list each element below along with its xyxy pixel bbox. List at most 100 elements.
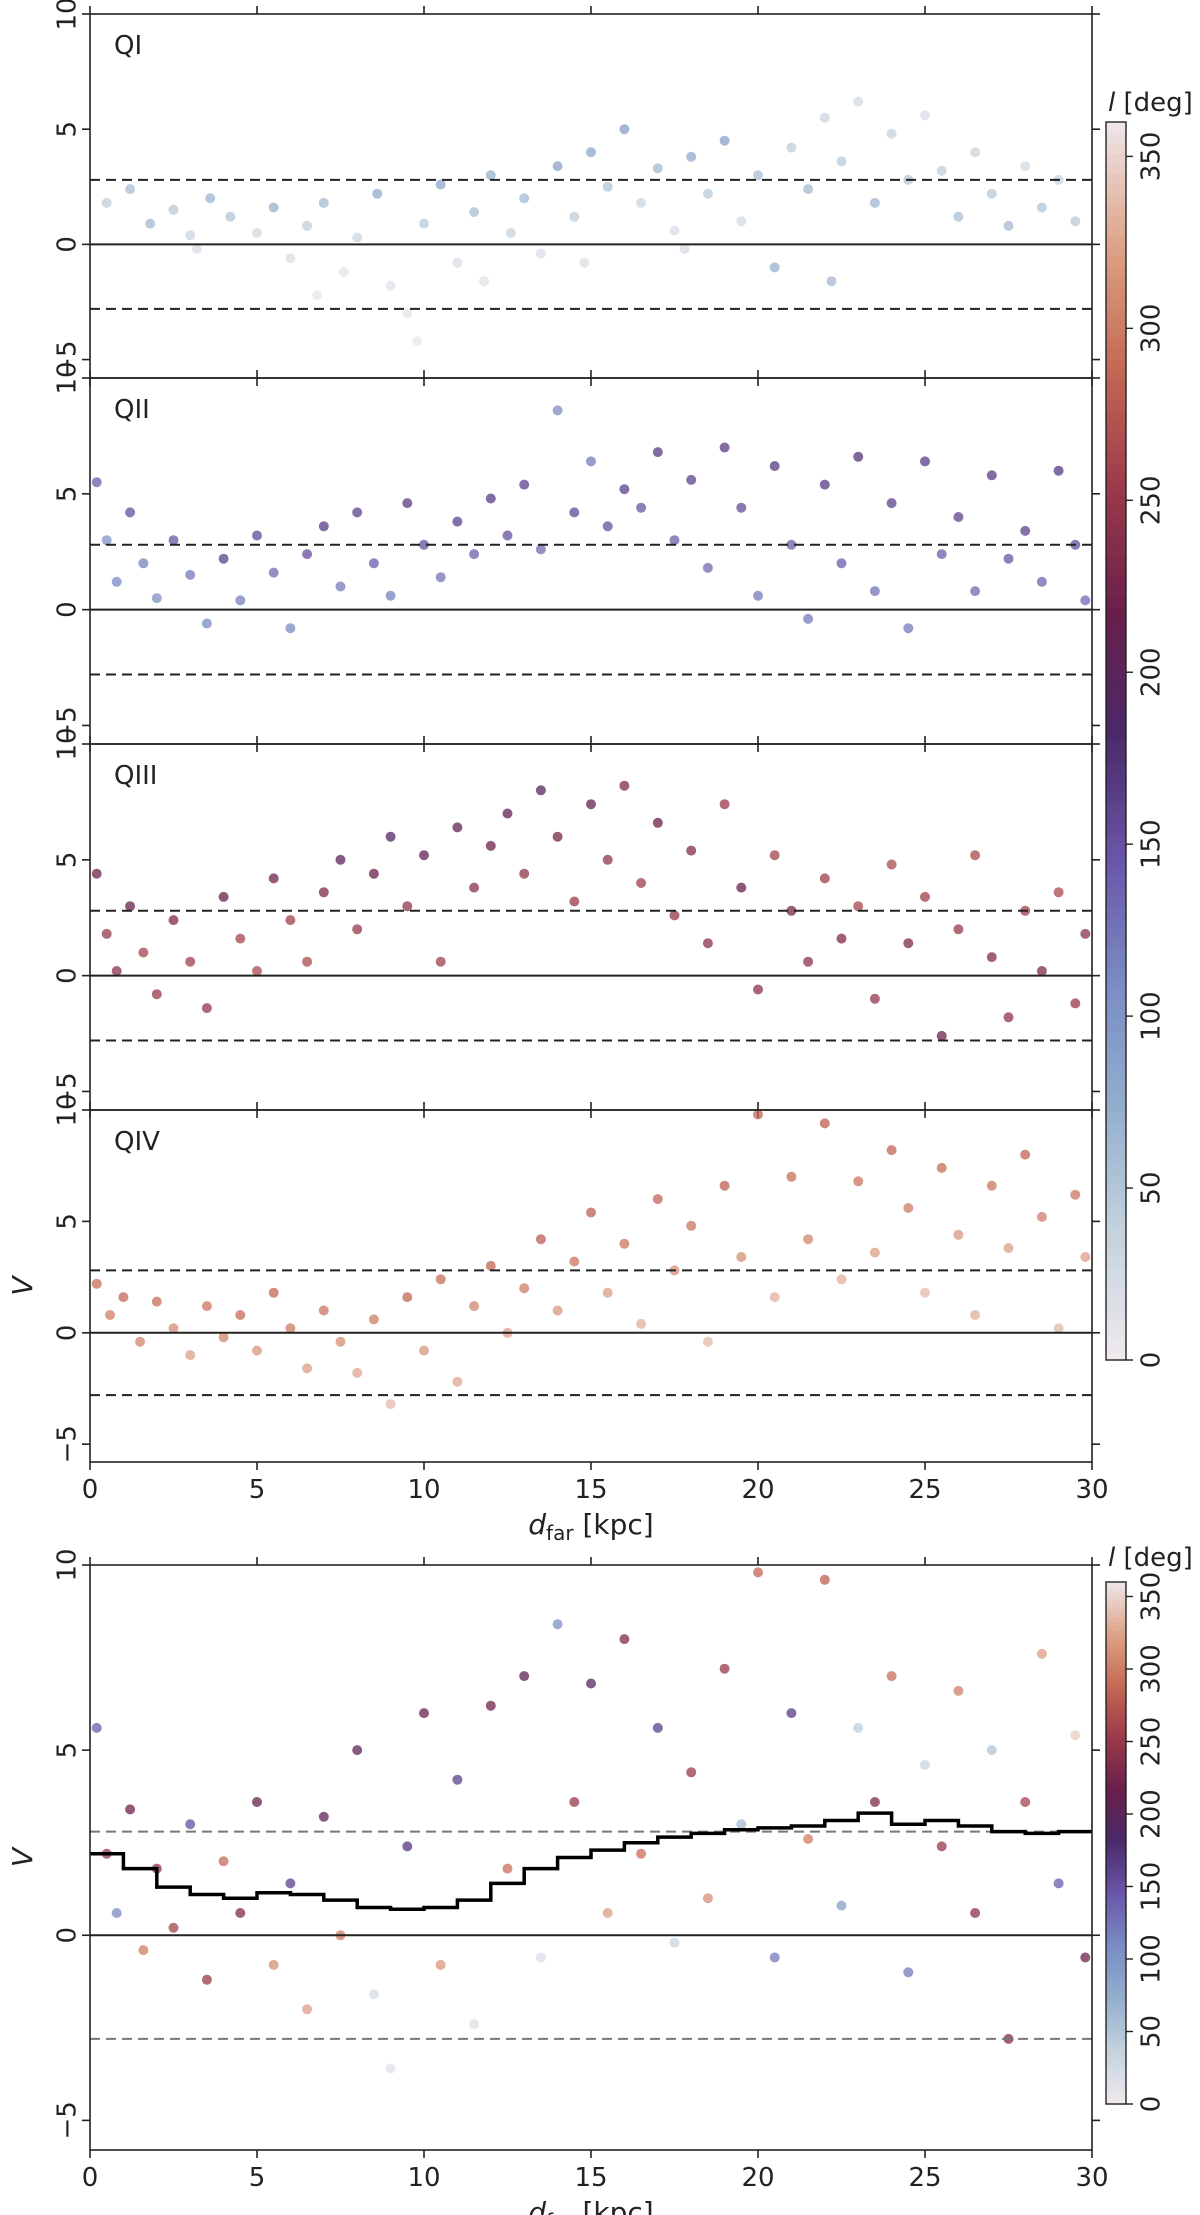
data-point [372, 188, 383, 199]
colorbar-segment [1106, 637, 1126, 649]
colorbar-segment [1106, 1843, 1126, 1848]
colorbar-segment [1106, 1215, 1126, 1227]
data-point [402, 1841, 413, 1852]
colorbar-segment [1106, 2003, 1126, 2009]
y-tick-label: −5 [53, 706, 83, 744]
colorbar-segment [1106, 1812, 1126, 1818]
colorbar-segment [1106, 771, 1126, 783]
data-point [452, 257, 463, 268]
colorbar-segment [1106, 1651, 1126, 1657]
data-point [886, 859, 897, 870]
colorbar-segment [1106, 1825, 1126, 1831]
data-point [970, 1908, 981, 1918]
data-point [819, 873, 830, 884]
colorbar-segment [1106, 617, 1126, 629]
data-point [769, 850, 780, 861]
data-point [769, 461, 780, 471]
data-point [1003, 220, 1014, 231]
data-point [719, 799, 730, 810]
data-point [970, 586, 981, 597]
colorbar-segment [1106, 1930, 1126, 1935]
colorbar-segment [1106, 1060, 1126, 1072]
colorbar-segment [1106, 245, 1126, 257]
colorbar-segment [1106, 266, 1126, 278]
data-point [669, 535, 680, 546]
data-point [535, 1234, 546, 1245]
data-point [368, 1989, 379, 2000]
data-point [101, 928, 112, 939]
y-tick-label: 5 [53, 121, 83, 138]
data-point [886, 128, 897, 139]
data-point [419, 539, 429, 550]
plot-area [90, 1567, 1092, 2074]
data-point [602, 521, 613, 532]
x-tick-label: 25 [908, 2163, 941, 2193]
data-point [185, 1350, 196, 1361]
panel-label: QII [114, 395, 150, 425]
colorbar-segment [1106, 400, 1126, 412]
colorbar-segment [1106, 1834, 1126, 1840]
data-point [586, 1678, 596, 1689]
panel-label: QIII [114, 761, 157, 791]
colorbar-segment [1106, 235, 1126, 247]
data-point [91, 868, 102, 879]
colorbar-segment [1106, 1769, 1126, 1774]
data-point [302, 549, 313, 560]
data-point [435, 572, 446, 583]
colorbar-segment [1106, 1664, 1126, 1670]
data-point [1036, 966, 1047, 976]
y-tick-label: −5 [53, 340, 83, 378]
colorbar-segment [1106, 1782, 1126, 1788]
colorbar-segment [1106, 183, 1126, 195]
colorbar-segment [1106, 2047, 1126, 2053]
data-point [402, 498, 413, 509]
colorbar-segment [1106, 1773, 1126, 1779]
colorbar-segment [1106, 1339, 1126, 1351]
colorbar-segment [1106, 132, 1126, 144]
data-point [736, 1819, 747, 1830]
panel-4: −5 0 5 10 0 5 10 15 20 25 30 QIV dfar [kpc] V [6, 1093, 1109, 1545]
data-point [753, 984, 763, 995]
data-point [168, 915, 179, 926]
colorbar-segment [1106, 410, 1126, 422]
colorbar-segment [1106, 1821, 1126, 1827]
x-tick-label: 25 [908, 1475, 941, 1505]
data-point [535, 785, 546, 796]
colorbar-segment [1106, 1925, 1126, 1931]
colorbar-segment [1106, 287, 1126, 298]
axes-frame [89, 1109, 1093, 1463]
colorbar-tick-label: 100 [1137, 991, 1167, 1041]
data-point [1020, 525, 1031, 536]
data-point [1070, 1730, 1081, 1741]
colorbar-segment [1106, 1851, 1126, 1857]
data-point [252, 966, 262, 976]
colorbar-segment [1106, 1977, 1126, 1983]
colorbar-segment [1106, 2086, 1126, 2092]
colorbar-segment [1106, 1803, 1126, 1809]
data-point [636, 1848, 647, 1859]
colorbar-segment [1106, 1163, 1126, 1175]
data-point [853, 451, 864, 462]
colorbar-segment [1106, 1899, 1126, 1905]
data-point [535, 544, 546, 555]
data-point [385, 1399, 396, 1410]
data-point [469, 2019, 480, 2030]
data-point [586, 799, 596, 810]
data-point [903, 938, 914, 949]
colorbar-segment [1106, 854, 1126, 866]
colorbar-segment [1106, 2034, 1126, 2040]
data-point [368, 868, 379, 879]
data-point [936, 1030, 947, 1041]
data-point [1036, 1211, 1047, 1222]
data-point [385, 2063, 396, 2074]
colorbar-segment [1106, 1586, 1126, 1592]
colorbar-segment [1106, 1864, 1126, 1870]
data-point [970, 1310, 981, 1320]
data-point [803, 184, 814, 195]
y-tick-label: 0 [53, 1927, 83, 1944]
colorbar-segment [1106, 586, 1126, 598]
colorbar-segment [1106, 1050, 1126, 1062]
data-point [986, 1180, 997, 1191]
data-point [419, 1345, 429, 1356]
data-point [836, 156, 847, 167]
